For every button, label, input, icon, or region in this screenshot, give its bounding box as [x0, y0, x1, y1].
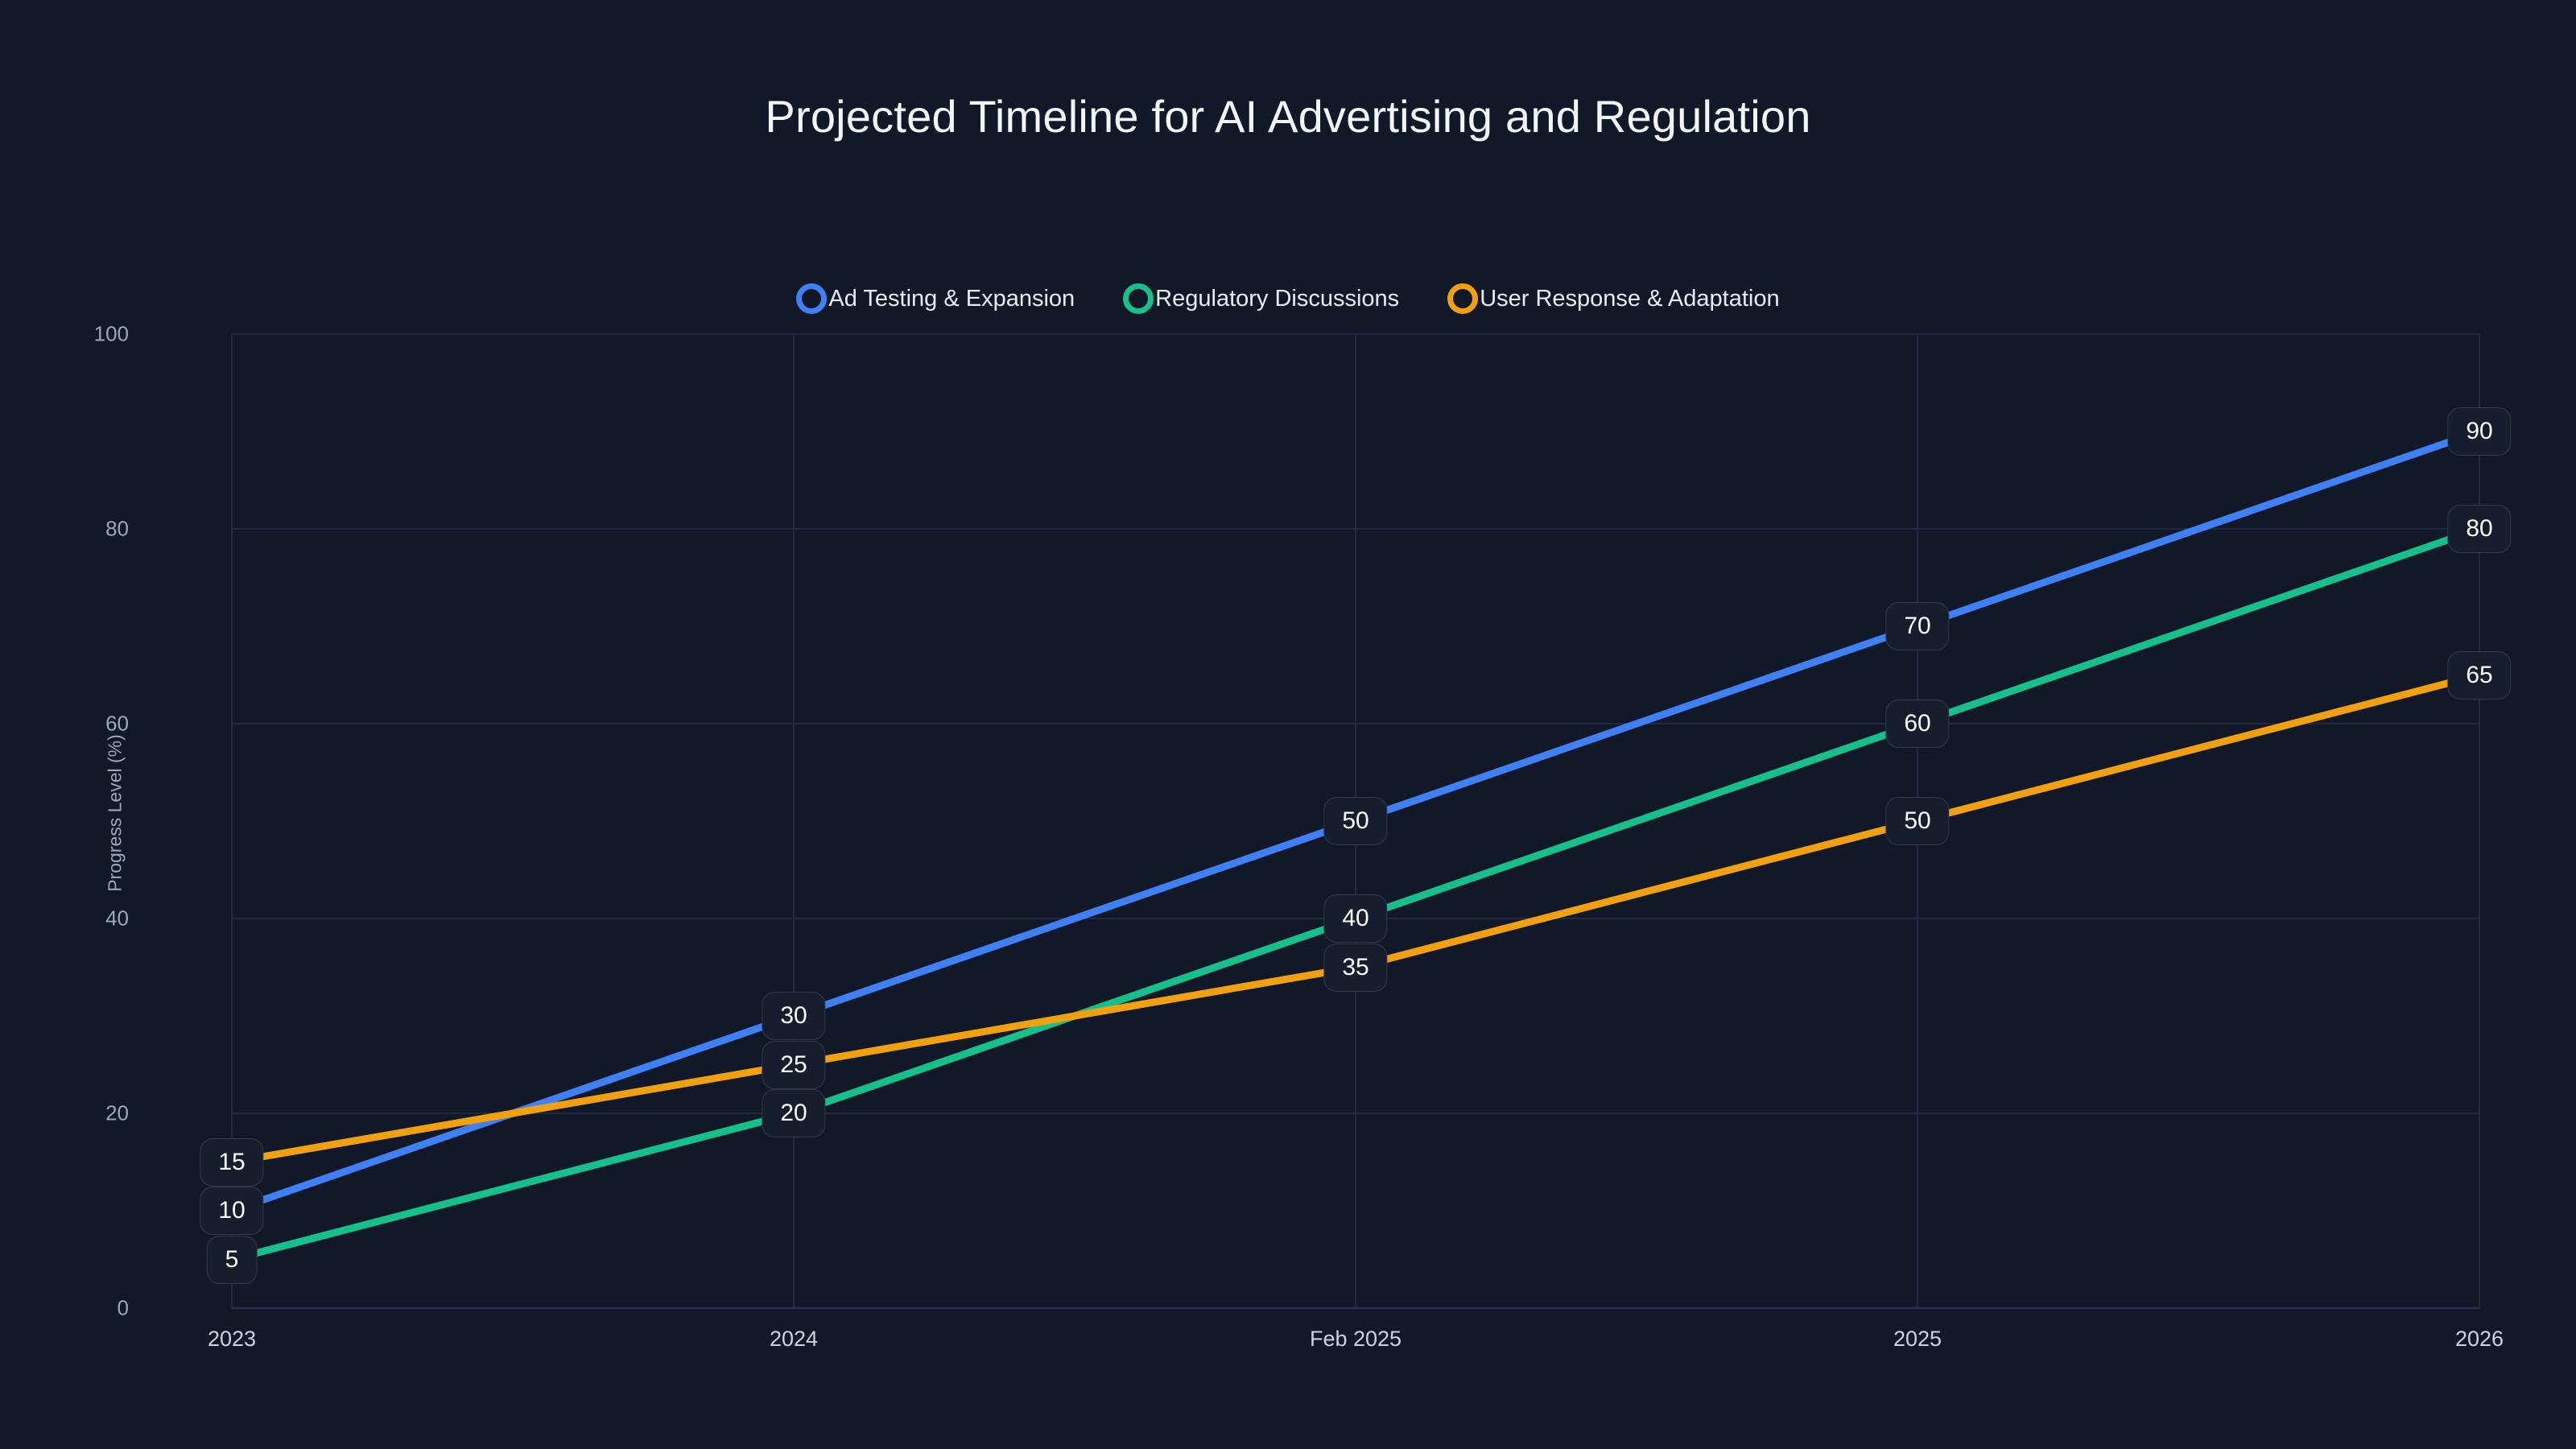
y-axis-title: Progress Level (%) [104, 734, 126, 892]
data-point-label: 65 [2447, 650, 2512, 700]
x-tick-label: 2024 [769, 1327, 819, 1351]
data-point-label: 80 [2447, 505, 2512, 553]
chart-title: Projected Timeline for AI Advertising an… [765, 91, 1811, 142]
x-tick-label: Feb 2025 [1309, 1327, 1402, 1351]
data-point-label: 30 [762, 992, 826, 1040]
x-tick-label: 2025 [1893, 1327, 1942, 1351]
data-point-label: 15 [200, 1137, 264, 1187]
data-point-label: 60 [1885, 700, 1950, 748]
y-tick-label: 0 [117, 1295, 129, 1320]
chart-legend: Ad Testing & Expansion Regulatory Discus… [0, 283, 2576, 314]
x-tick-label: 2023 [207, 1327, 257, 1351]
y-tick-label: 100 [93, 321, 129, 346]
data-point-label: 40 [1323, 894, 1388, 943]
data-point-label: 50 [1323, 797, 1388, 845]
legend-label-regulatory-discussions: Regulatory Discussions [1155, 285, 1400, 312]
data-point-label: 35 [1323, 943, 1388, 992]
y-tick-label: 40 [105, 906, 129, 931]
data-point-label: 25 [762, 1040, 826, 1089]
x-tick-label: 2026 [2454, 1327, 2504, 1351]
legend-item-regulatory-discussions[interactable]: Regulatory Discussions [1123, 283, 1399, 314]
data-point-label: 20 [762, 1089, 826, 1137]
data-point-label: 5 [206, 1235, 258, 1284]
y-tick-label: 60 [105, 711, 129, 736]
data-point-label: 10 [200, 1187, 264, 1235]
legend-label-ad-testing-expansion: Ad Testing & Expansion [828, 285, 1075, 312]
data-point-label: 70 [1885, 602, 1950, 650]
y-tick-label: 80 [105, 516, 129, 541]
legend-marker-regulatory-discussions [1123, 283, 1154, 314]
y-tick-label: 20 [105, 1100, 129, 1125]
legend-label-user-response-adaptation: User Response & Adaptation [1480, 285, 1780, 312]
legend-marker-user-response-adaptation [1447, 283, 1479, 314]
legend-item-ad-testing-expansion[interactable]: Ad Testing & Expansion [796, 283, 1075, 314]
data-point-label: 50 [1885, 797, 1950, 845]
data-point-label: 90 [2447, 407, 2512, 456]
legend-marker-ad-testing-expansion [796, 283, 828, 314]
legend-item-user-response-adaptation[interactable]: User Response & Adaptation [1447, 283, 1780, 314]
